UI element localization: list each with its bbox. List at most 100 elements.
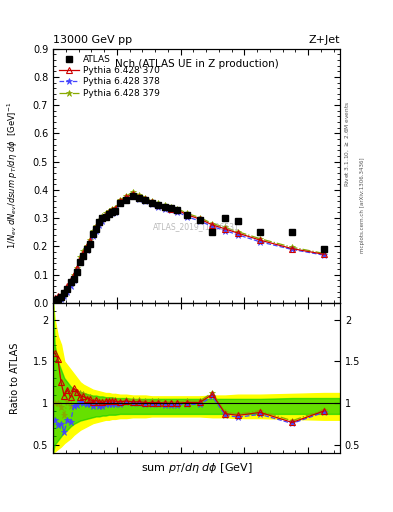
Pythia 6.428 378 [62,293,66,300]
ATLAS [290,229,294,236]
Text: 13000 GeV pp: 13000 GeV pp [53,35,132,45]
Pythia 6.428 370 [90,230,95,236]
Pythia 6.428 378 [113,208,118,215]
Pythia 6.428 370 [124,194,129,200]
Pythia 6.428 379 [175,205,180,211]
Pythia 6.428 370 [94,224,99,230]
Pythia 6.428 378 [143,198,148,204]
Pythia 6.428 378 [130,193,135,199]
Pythia 6.428 378 [84,247,89,253]
Pythia 6.428 370 [75,265,79,271]
Text: ATLAS_2019_I1736531: ATLAS_2019_I1736531 [153,222,240,231]
Line: Pythia 6.428 378: Pythia 6.428 378 [51,193,327,304]
ATLAS [87,241,92,247]
Pythia 6.428 379 [197,215,202,221]
Pythia 6.428 379 [94,223,99,229]
Pythia 6.428 378 [149,201,154,207]
Pythia 6.428 378 [290,246,294,252]
ATLAS [84,246,89,252]
Pythia 6.428 370 [65,284,70,290]
Pythia 6.428 379 [185,210,189,217]
Pythia 6.428 378 [197,218,202,224]
Pythia 6.428 370 [118,198,122,204]
Pythia 6.428 370 [235,230,240,236]
Pythia 6.428 379 [72,272,76,279]
Pythia 6.428 370 [87,238,92,244]
Pythia 6.428 370 [52,295,57,302]
ATLAS [81,253,86,260]
ATLAS [223,215,228,221]
Pythia 6.428 378 [124,196,129,202]
Text: Rivet 3.1.10, $\geq$ 2.6M events: Rivet 3.1.10, $\geq$ 2.6M events [344,100,351,186]
Pythia 6.428 370 [62,289,66,295]
Pythia 6.428 378 [65,289,70,295]
ATLAS [118,200,122,206]
Pythia 6.428 378 [321,252,326,258]
ATLAS [59,294,63,301]
Pythia 6.428 379 [210,221,215,227]
Pythia 6.428 379 [118,197,122,203]
Pythia 6.428 379 [321,250,326,257]
Y-axis label: Ratio to ATLAS: Ratio to ATLAS [10,343,20,414]
Pythia 6.428 379 [223,224,228,230]
ATLAS [162,204,167,210]
Pythia 6.428 370 [137,194,141,200]
Pythia 6.428 378 [78,259,83,265]
Pythia 6.428 379 [97,217,102,223]
Pythia 6.428 379 [68,280,73,286]
Pythia 6.428 379 [78,254,83,260]
ATLAS [169,205,173,211]
ATLAS [55,295,60,302]
Pythia 6.428 370 [175,207,180,213]
ATLAS [103,214,108,220]
Pythia 6.428 378 [72,276,76,283]
ATLAS [72,276,76,282]
ATLAS [113,208,118,214]
Pythia 6.428 379 [81,248,86,254]
Line: ATLAS: ATLAS [51,193,327,303]
Legend: ATLAS, Pythia 6.428 370, Pythia 6.428 378, Pythia 6.428 379: ATLAS, Pythia 6.428 370, Pythia 6.428 37… [57,53,162,99]
X-axis label: sum $p_T/d\eta$ $d\phi$ [GeV]: sum $p_T/d\eta$ $d\phi$ [GeV] [141,461,252,475]
ATLAS [130,193,135,199]
Y-axis label: $1/N_{ev}$ $dN_{ev}/dsum$ $p_T/d\eta$ $d\phi$  [GeV]$^{-1}$: $1/N_{ev}$ $dN_{ev}/dsum$ $p_T/d\eta$ $d… [6,102,20,249]
Pythia 6.428 378 [175,208,180,215]
Pythia 6.428 378 [75,269,79,275]
Pythia 6.428 378 [156,204,161,210]
Pythia 6.428 379 [235,229,240,235]
ATLAS [52,297,57,303]
Pythia 6.428 370 [97,219,102,225]
ATLAS [94,226,99,232]
Pythia 6.428 379 [75,265,79,271]
Pythia 6.428 378 [59,295,63,302]
ATLAS [185,212,189,219]
Pythia 6.428 379 [162,202,167,208]
Pythia 6.428 378 [223,227,228,233]
Pythia 6.428 379 [130,189,135,195]
Pythia 6.428 370 [59,293,63,299]
Pythia 6.428 379 [169,204,173,210]
Pythia 6.428 370 [223,226,228,232]
Pythia 6.428 378 [235,232,240,238]
Pythia 6.428 379 [55,295,60,302]
Pythia 6.428 378 [81,253,86,259]
ATLAS [175,206,180,212]
Pythia 6.428 370 [130,191,135,197]
Pythia 6.428 378 [90,233,95,239]
Pythia 6.428 379 [103,210,108,217]
Pythia 6.428 378 [100,218,105,224]
ATLAS [143,197,148,203]
Pythia 6.428 379 [62,291,66,297]
Pythia 6.428 370 [197,216,202,222]
Pythia 6.428 379 [110,206,114,212]
Pythia 6.428 370 [162,204,167,210]
Pythia 6.428 378 [110,210,114,216]
Pythia 6.428 370 [149,199,154,205]
Pythia 6.428 370 [72,271,76,278]
Pythia 6.428 379 [113,205,118,211]
Pythia 6.428 378 [210,224,215,230]
Pythia 6.428 378 [55,297,60,303]
Pythia 6.428 370 [258,237,263,243]
ATLAS [197,217,202,223]
Pythia 6.428 370 [81,249,86,255]
ATLAS [97,219,102,225]
